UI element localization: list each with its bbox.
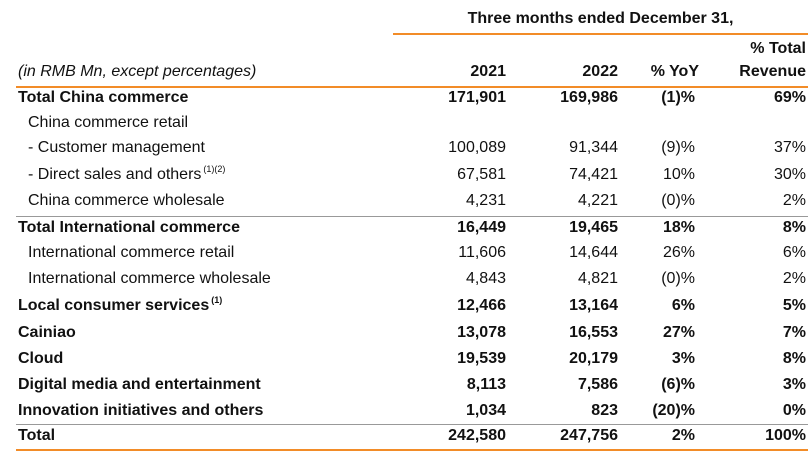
value-yoy: 10% [662,166,695,183]
table-row: Digital media and entertainment 8,113 7,… [16,374,808,398]
value-2022: 14,644 [569,244,618,261]
value-2022: 7,586 [577,376,618,393]
table-row: - Direct sales and others (1)(2) 67,581 7… [16,164,808,188]
value-rev: 100% [765,427,806,444]
value-2021: 171,901 [448,89,506,106]
row-label: Total China commerce [18,89,189,106]
col-2021-header: 2021 [470,63,506,80]
row-label: Local consumer services (1) [18,295,223,315]
row-label: - Customer management [28,139,205,156]
col-2022-header: 2022 [582,63,618,80]
row-label: China commerce wholesale [28,192,225,209]
value-2022: 20,179 [569,350,618,367]
value-2022: 13,164 [569,297,618,314]
row-label: - Direct sales and others (1)(2) [28,164,226,184]
value-2021: 100,089 [448,139,506,156]
value-yoy: 27% [662,324,695,341]
value-2022: 247,756 [560,427,618,444]
value-2021: 19,539 [457,350,506,367]
table-row-total: Total 242,580 247,756 2% 100% [16,424,808,449]
row-label-text: - Direct sales and others [28,166,202,183]
row-label: International commerce retail [28,244,235,261]
value-rev: 0% [782,402,806,419]
value-2022: 4,221 [577,192,618,209]
table-row: Total China commerce 171,901 169,986 (1)… [16,87,808,111]
table-row: International commerce retail 11,606 14,… [16,242,808,266]
unit-note: (in RMB Mn, except percentages) [18,63,257,80]
value-yoy: (20)% [652,402,695,419]
value-yoy: (9)% [661,139,695,156]
row-label: Innovation initiatives and others [18,402,264,419]
row-label-text: Local consumer services [18,297,210,314]
value-2022: 823 [591,402,618,419]
value-2021: 12,466 [457,297,506,314]
value-2021: 67,581 [457,166,506,183]
value-rev: 2% [782,192,806,209]
bottom-rule [16,449,808,451]
table-row: Local consumer services (1) 12,466 13,164… [16,295,808,319]
value-2022: 16,553 [569,324,618,341]
table-row: International commerce wholesale 4,843 4… [16,268,808,292]
row-label: International commerce wholesale [28,270,271,287]
value-2021: 16,449 [457,219,506,236]
value-rev: 5% [782,297,806,314]
value-rev: 30% [773,166,806,183]
value-rev: 8% [782,219,806,236]
footnote-marker: (1) [211,295,223,305]
table-row: Innovation initiatives and others 1,034 … [16,400,808,424]
value-rev: 8% [782,350,806,367]
period-rule [393,33,808,35]
value-yoy: 26% [662,244,695,261]
table-row: China commerce retail [16,112,808,136]
value-2021: 1,034 [465,402,506,419]
col-yoy-header: % YoY [650,63,699,80]
value-yoy: 3% [671,350,695,367]
value-2021: 11,606 [458,244,506,261]
value-yoy: 6% [671,297,695,314]
table-row: - Customer management 100,089 91,344 (9)… [16,137,808,161]
row-label: Total [18,427,56,444]
footnote-marker: (1)(2) [203,164,226,174]
value-2021: 4,231 [465,192,506,209]
value-yoy: (0)% [661,192,695,209]
rev-header-line1: % Total [750,40,806,57]
value-rev: 6% [782,244,806,261]
value-yoy: (1)% [661,89,695,106]
header-rule [16,86,808,88]
value-2021: 4,843 [465,270,506,287]
table-row: Total International commerce 16,449 19,4… [16,216,808,241]
value-2021: 8,113 [466,376,506,393]
value-rev: 37% [773,139,806,156]
value-rev: 69% [773,89,806,106]
value-yoy: 18% [662,219,695,236]
row-label: Cloud [18,350,64,367]
row-label: China commerce retail [28,114,189,131]
row-label: Total International commerce [18,219,240,236]
value-rev: 7% [782,324,806,341]
value-2022: 4,821 [577,270,618,287]
value-yoy: 2% [671,427,695,444]
table-row: Cainiao 13,078 16,553 27% 7% [16,322,808,346]
value-yoy: (6)% [661,376,695,393]
value-rev: 2% [782,270,806,287]
table-row: China commerce wholesale 4,231 4,221 (0)… [16,190,808,214]
row-label: Cainiao [18,324,76,341]
value-2022: 169,986 [560,89,618,106]
value-yoy: (0)% [661,270,695,287]
period-header: Three months ended December 31, [467,10,734,27]
value-2022: 19,465 [569,219,618,236]
value-2022: 74,421 [569,166,618,183]
value-2022: 91,344 [569,139,618,156]
table-row: Cloud 19,539 20,179 3% 8% [16,348,808,372]
value-2021: 13,078 [457,324,506,341]
rev-header-line2: Revenue [739,63,806,80]
value-2021: 242,580 [448,427,506,444]
row-label: Digital media and entertainment [18,376,261,393]
value-rev: 3% [782,376,806,393]
